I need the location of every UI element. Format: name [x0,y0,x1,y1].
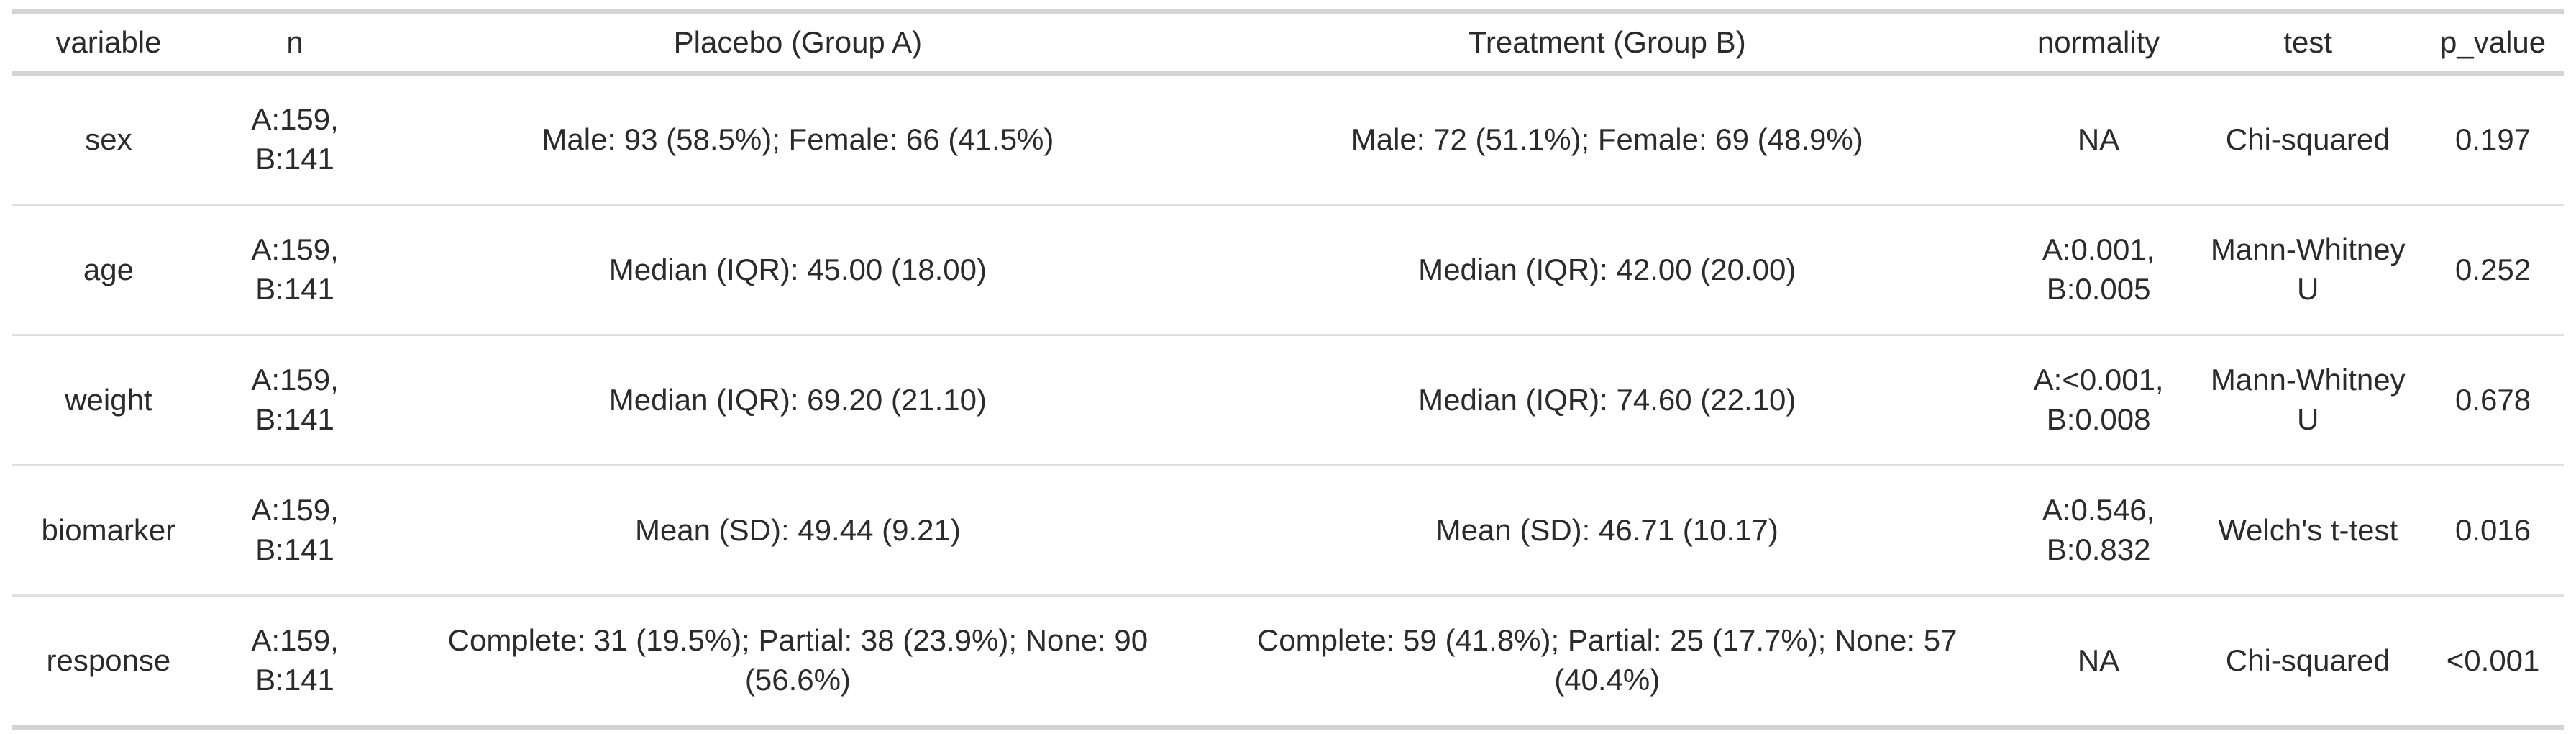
header-row: variable n Placebo (Group A) Treatment (… [12,9,2564,76]
cell-group-b: Complete: 59 (41.8%); Partial: 25 (17.7%… [1211,594,2003,730]
table-row-response: response A:159, B:141 Complete: 31 (19.5… [12,594,2564,730]
cell-group-a: Median (IQR): 69.20 (21.10) [384,334,1212,466]
table-row-biomarker: biomarker A:159, B:141 Mean (SD): 49.44 … [12,464,2564,596]
cell-variable: age [12,204,206,335]
table-row-weight: weight A:159, B:141 Median (IQR): 69.20 … [12,334,2564,466]
cell-variable: biomarker [12,464,206,596]
cell-group-b: Mean (SD): 46.71 (10.17) [1211,464,2003,596]
cell-test: Chi-squared [2194,594,2422,730]
column-header-group-b: Treatment (Group B) [1211,9,2003,76]
cell-p-value: <0.001 [2421,594,2564,730]
cell-variable: sex [85,122,132,156]
cell-group-b: Median (IQR): 42.00 (20.00) [1211,204,2003,335]
cell-variable: response [12,594,206,730]
cell-p-value: 0.016 [2421,464,2564,596]
cell-test: Welch's t-test [2194,464,2422,596]
cell-test: Mann-Whitney U [2194,204,2422,335]
cell-variable: weight [12,334,206,466]
column-header-variable: variable [12,9,206,76]
cell-n: A:159, B:141 [205,204,385,335]
cell-group-b: Median (IQR): 74.60 (22.10) [1211,334,2003,466]
cell-n: A:159, B:141 [251,102,339,176]
cell-n: A:159, B:141 [205,334,385,466]
table-header: variable n Placebo (Group A) Treatment (… [12,9,2564,76]
summary-table: variable n Placebo (Group A) Treatment (… [12,9,2564,730]
cell-group-a: Median (IQR): 45.00 (18.00) [384,204,1212,335]
column-header-p-value: p_value [2421,9,2564,76]
table-row-sex: sex A:159, B:141 Male: 93 (58.5%); Femal… [12,73,2564,205]
column-header-n: n [205,9,385,76]
cell-normality: A:0.546, B:0.832 [2002,464,2195,596]
column-header-test: test [2194,9,2422,76]
cell-p-value: 0.252 [2421,204,2564,335]
cell-group-a: Male: 93 (58.5%); Female: 66 (41.5%) [542,122,1054,156]
cell-test: Chi-squared [2225,122,2390,156]
cell-n: A:159, B:141 [205,464,385,596]
table-body: sex A:159, B:141 Male: 93 (58.5%); Femal… [12,73,2564,730]
cell-p-value: 0.197 [2455,122,2531,156]
cell-normality: NA [2002,594,2195,730]
column-header-group-a: Placebo (Group A) [384,9,1212,76]
cell-normality: NA [2077,122,2120,156]
cell-p-value: 0.678 [2421,334,2564,466]
cell-group-a: Mean (SD): 49.44 (9.21) [384,464,1212,596]
cell-test: Mann-Whitney U [2194,334,2422,466]
cell-group-b: Male: 72 (51.1%); Female: 69 (48.9%) [1351,122,1863,156]
cell-n: A:159, B:141 [205,594,385,730]
table-row-age: age A:159, B:141 Median (IQR): 45.00 (18… [12,204,2564,335]
cell-normality: A:0.001, B:0.005 [2002,204,2195,335]
cell-group-a: Complete: 31 (19.5%); Partial: 38 (23.9%… [384,594,1212,730]
cell-normality: A:<0.001, B:0.008 [2002,334,2195,466]
column-header-normality: normality [2002,9,2195,76]
